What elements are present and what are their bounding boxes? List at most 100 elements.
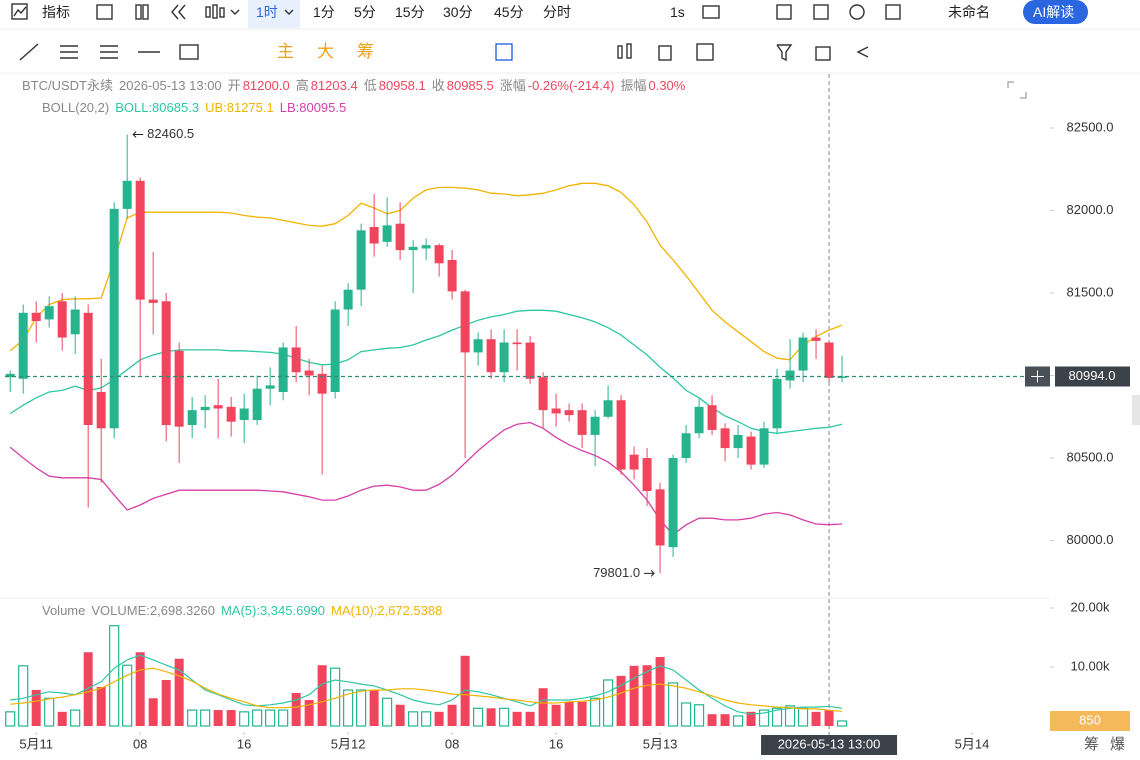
- candle-body: [655, 489, 665, 546]
- interval[interactable]: 5分: [354, 4, 376, 20]
- volume-bar: [655, 656, 665, 726]
- legend-entry: MA(10):2,672.5388: [331, 603, 443, 618]
- field-label: 高: [295, 78, 309, 93]
- candle-body: [83, 312, 93, 426]
- volume-bar: [57, 711, 67, 726]
- candle-body: [746, 436, 756, 465]
- volume-bar: [693, 704, 705, 727]
- candle-body: [148, 299, 158, 303]
- field-value: -0.26%(-214.4): [527, 78, 615, 93]
- candle-body: [707, 405, 717, 430]
- annotation: 82460.5: [147, 126, 194, 141]
- volume-bar: [200, 709, 211, 727]
- y-tick-label: 82000.0: [1067, 202, 1114, 217]
- candle-body: [421, 245, 431, 249]
- field-value: 0.30%: [648, 78, 686, 93]
- volume-bar: [473, 707, 484, 727]
- volume-bar: [629, 665, 639, 726]
- candle-body: [577, 410, 587, 435]
- volume-bar: [512, 711, 522, 726]
- volume-bar: [667, 682, 679, 727]
- volume-bar: [239, 711, 250, 727]
- volume-bar: [408, 711, 419, 727]
- y-tick-label: 80500.0: [1067, 449, 1114, 464]
- volume-bar: [18, 665, 29, 727]
- footer-button[interactable]: 筹: [1084, 736, 1100, 753]
- candle-body: [135, 180, 145, 300]
- tool-label[interactable]: 大: [317, 42, 334, 61]
- indicator-line: [9, 309, 843, 434]
- candle-body: [213, 405, 223, 409]
- field-value: 81200.0: [242, 78, 290, 93]
- field-value: 80985.5: [446, 78, 494, 93]
- candle-body: [590, 416, 600, 435]
- candle-body: [278, 347, 288, 393]
- candle-body: [564, 410, 574, 416]
- volume-bar: [148, 698, 158, 726]
- interval[interactable]: 15分: [395, 4, 425, 20]
- legend-entry: BOLL:80685.3: [115, 100, 200, 115]
- volume-bar: [836, 720, 848, 727]
- tool-label[interactable]: 筹: [357, 42, 374, 61]
- expand-icon: [1007, 81, 1027, 99]
- volume-bar: [395, 704, 405, 726]
- candle-body: [356, 230, 366, 290]
- candle-body: [473, 339, 483, 353]
- interval[interactable]: 1分: [313, 4, 335, 20]
- volume-bar: [720, 714, 730, 726]
- candle-body: [96, 392, 106, 429]
- indicator-line: [9, 182, 843, 361]
- volume-bar: [811, 711, 821, 726]
- volume-bar: [122, 664, 133, 727]
- speed[interactable]: 1s: [670, 4, 685, 20]
- candle-body: [57, 301, 67, 338]
- volume-bar: [460, 655, 470, 726]
- candle-body: [434, 245, 444, 264]
- interval[interactable]: 45分: [494, 4, 524, 20]
- volume-bar: [499, 707, 510, 727]
- last-price-box: [1055, 366, 1130, 387]
- candle-body: [408, 246, 418, 251]
- volume-legend: Volume VOLUME:2,698.3260 MA(5):3,345.699…: [42, 602, 442, 620]
- annotation: 79801.0: [593, 565, 640, 580]
- volume-bar: [421, 711, 432, 727]
- volume-value: VOLUME:2,698.3260: [91, 603, 215, 618]
- time: 2026-05-13 13:00: [119, 78, 222, 93]
- interval[interactable]: 30分: [443, 4, 473, 20]
- tool-label[interactable]: 主: [277, 42, 294, 61]
- volume-bar: [44, 697, 55, 727]
- candle-body: [512, 342, 522, 345]
- candle-body: [395, 223, 405, 251]
- candle-body: [122, 180, 132, 209]
- candle-body: [499, 342, 509, 373]
- x-tick-label: 08: [133, 736, 147, 751]
- volume-bar: [96, 687, 106, 726]
- volume-bar: [551, 704, 561, 726]
- volume-bar: [486, 708, 496, 726]
- volume-bar: [382, 697, 393, 727]
- symbol: BTC/USDT永续: [22, 78, 114, 93]
- footer-button[interactable]: 爆: [1110, 736, 1126, 753]
- ai-pill[interactable]: [1023, 0, 1088, 24]
- candle-body: [668, 458, 678, 548]
- candle-body: [824, 342, 834, 378]
- volume-bar: [746, 711, 756, 726]
- indicator-button[interactable]: 指标: [42, 4, 70, 20]
- candle-body: [187, 410, 197, 426]
- x-tick-label: 5月14: [955, 736, 990, 751]
- annotation-arrow: [644, 569, 655, 577]
- field-value: 81203.4: [310, 78, 358, 93]
- last-volume-box: [1050, 710, 1130, 731]
- candle-body: [642, 458, 652, 492]
- layout-name[interactable]: 未命名: [948, 4, 990, 20]
- volume-bar: [70, 709, 81, 727]
- interval[interactable]: 1时: [256, 4, 278, 20]
- ai-button[interactable]: AI解读: [1033, 4, 1075, 20]
- candle-body: [486, 339, 496, 373]
- candle-body: [616, 400, 626, 470]
- candle-body: [694, 406, 704, 434]
- candle-body: [265, 385, 275, 389]
- volume-bar: [680, 702, 692, 727]
- indicator-line: [10, 667, 843, 712]
- interval[interactable]: 分时: [543, 4, 571, 20]
